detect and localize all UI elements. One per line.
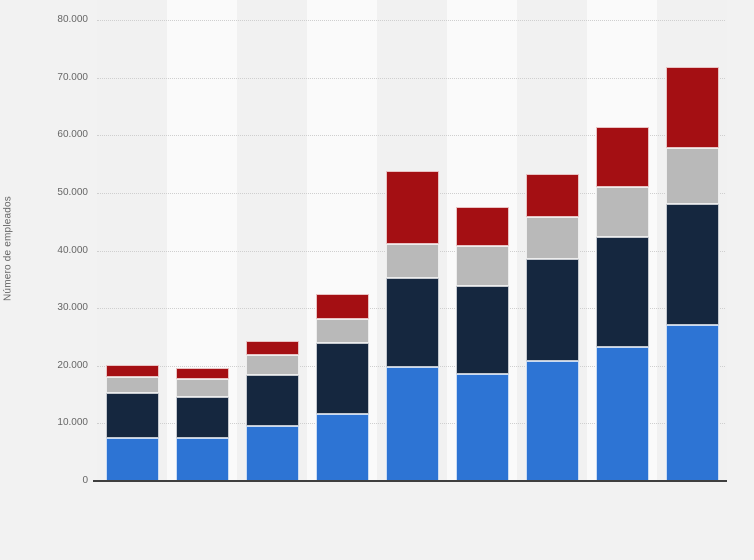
bar-segment-blue[interactable] xyxy=(315,414,369,481)
bar-column[interactable] xyxy=(245,0,299,481)
bar-segment-dark-navy[interactable] xyxy=(385,278,439,368)
bar-segment-gray[interactable] xyxy=(525,216,579,260)
bar-segment-gray[interactable] xyxy=(105,376,159,394)
y-tick-label: 40.000 xyxy=(57,244,88,256)
bar-column[interactable] xyxy=(525,0,579,481)
bar-segment-blue[interactable] xyxy=(245,426,299,481)
bar-column[interactable] xyxy=(665,0,719,481)
bar-segment-gray[interactable] xyxy=(175,379,229,397)
bar-segment-gray[interactable] xyxy=(245,354,299,375)
bar-segment-dark-navy[interactable] xyxy=(175,396,229,438)
bar-segment-blue[interactable] xyxy=(175,437,229,481)
bar-segment-dark-red[interactable] xyxy=(525,173,579,217)
y-tick-label: 0 xyxy=(82,475,88,486)
bar-segment-gray[interactable] xyxy=(385,244,439,279)
y-tick-label: 30.000 xyxy=(57,302,88,314)
bar-segment-dark-red[interactable] xyxy=(455,206,509,247)
bar-segment-gray[interactable] xyxy=(455,246,509,286)
bar-segment-dark-navy[interactable] xyxy=(595,237,649,348)
gridline xyxy=(97,77,725,79)
bar-segment-blue[interactable] xyxy=(385,367,439,481)
bar-segment-dark-red[interactable] xyxy=(595,126,649,187)
y-tick-label: 10.000 xyxy=(57,417,88,429)
bar-segment-blue[interactable] xyxy=(455,374,509,481)
y-tick-label: 70.000 xyxy=(57,71,88,83)
bar-segment-gray[interactable] xyxy=(595,186,649,238)
bar-column[interactable] xyxy=(105,0,159,481)
bar-segment-dark-red[interactable] xyxy=(665,67,719,148)
y-tick-label: 80.000 xyxy=(57,14,88,25)
bar-segment-dark-red[interactable] xyxy=(315,293,369,319)
bar-column[interactable] xyxy=(455,0,509,481)
bar-segment-gray[interactable] xyxy=(665,147,719,204)
bar-segment-dark-navy[interactable] xyxy=(105,393,159,439)
bar-column[interactable] xyxy=(175,0,229,481)
bar-column[interactable] xyxy=(385,0,439,481)
bar-segment-blue[interactable] xyxy=(665,324,719,481)
bar-segment-gray[interactable] xyxy=(315,318,369,344)
bar-segment-dark-red[interactable] xyxy=(385,171,439,245)
bar-segment-dark-navy[interactable] xyxy=(245,374,299,427)
y-tick-label: 20.000 xyxy=(57,359,88,371)
gridline xyxy=(97,135,725,137)
plot-area xyxy=(93,0,727,482)
x-axis-line xyxy=(93,480,727,482)
bar-segment-dark-red[interactable] xyxy=(245,340,299,355)
gridline xyxy=(97,20,725,21)
bar-segment-dark-navy[interactable] xyxy=(455,285,509,375)
y-tick-label: 50.000 xyxy=(57,186,88,198)
bar-segment-blue[interactable] xyxy=(105,438,159,481)
bar-segment-dark-navy[interactable] xyxy=(315,343,369,415)
bar-segment-blue[interactable] xyxy=(525,360,579,481)
y-tick-label: 60.000 xyxy=(57,129,88,141)
bar-column[interactable] xyxy=(315,0,369,481)
bar-segment-dark-navy[interactable] xyxy=(665,203,719,325)
bar-column[interactable] xyxy=(595,0,649,481)
bar-segment-dark-red[interactable] xyxy=(175,367,229,380)
bar-segment-dark-navy[interactable] xyxy=(525,259,579,361)
bar-segment-blue[interactable] xyxy=(595,347,649,481)
bar-segment-dark-red[interactable] xyxy=(105,365,159,377)
